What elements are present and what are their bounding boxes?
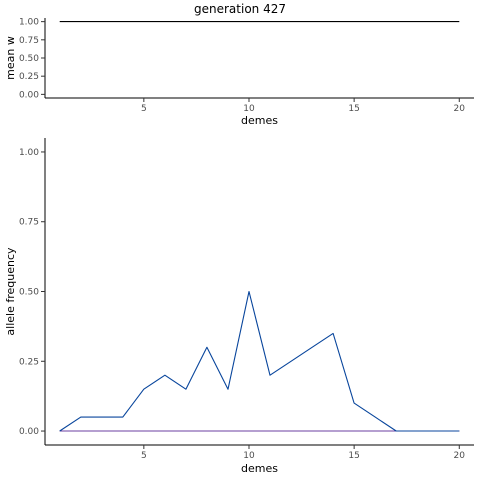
- y-tick-label: 0.75: [19, 36, 39, 46]
- y-axis-title: allele frequency: [4, 247, 17, 336]
- y-tick-label: 0.00: [19, 427, 39, 437]
- x-tick-label: 20: [454, 104, 466, 114]
- y-tick-label: 0.25: [19, 72, 39, 82]
- y-tick-label: 0.75: [19, 218, 39, 228]
- panel-1: 0.00 0.25 0.50 0.75 1.00 5 10 15 20 demes mean w: [4, 18, 474, 127]
- y-tick-label: 1.00: [19, 18, 39, 28]
- x-tick-label: 5: [141, 104, 147, 114]
- x-tick-label: 5: [141, 451, 147, 461]
- y-axis-title: mean w: [4, 36, 17, 80]
- y-tick-label: 0.50: [19, 54, 39, 64]
- x-tick-label: 10: [243, 104, 255, 114]
- y-tick-label: 0.50: [19, 288, 39, 298]
- x-axis-title: demes: [241, 462, 278, 475]
- x-axis-title: demes: [241, 114, 278, 127]
- y-tick-label: 0.00: [19, 90, 39, 100]
- x-tick-label: 15: [348, 451, 359, 461]
- series-line-3: [59, 290, 460, 432]
- x-tick-label: 15: [348, 104, 359, 114]
- panel-2: 0.00 0.25 0.50 0.75 1.00 5 10 15 20 demes allele f…: [4, 138, 474, 475]
- plot-title: generation 427: [194, 2, 286, 16]
- x-tick-label: 10: [243, 451, 255, 461]
- x-tick-label: 20: [454, 451, 466, 461]
- y-tick-label: 1.00: [19, 148, 39, 158]
- y-tick-label: 0.25: [19, 357, 39, 367]
